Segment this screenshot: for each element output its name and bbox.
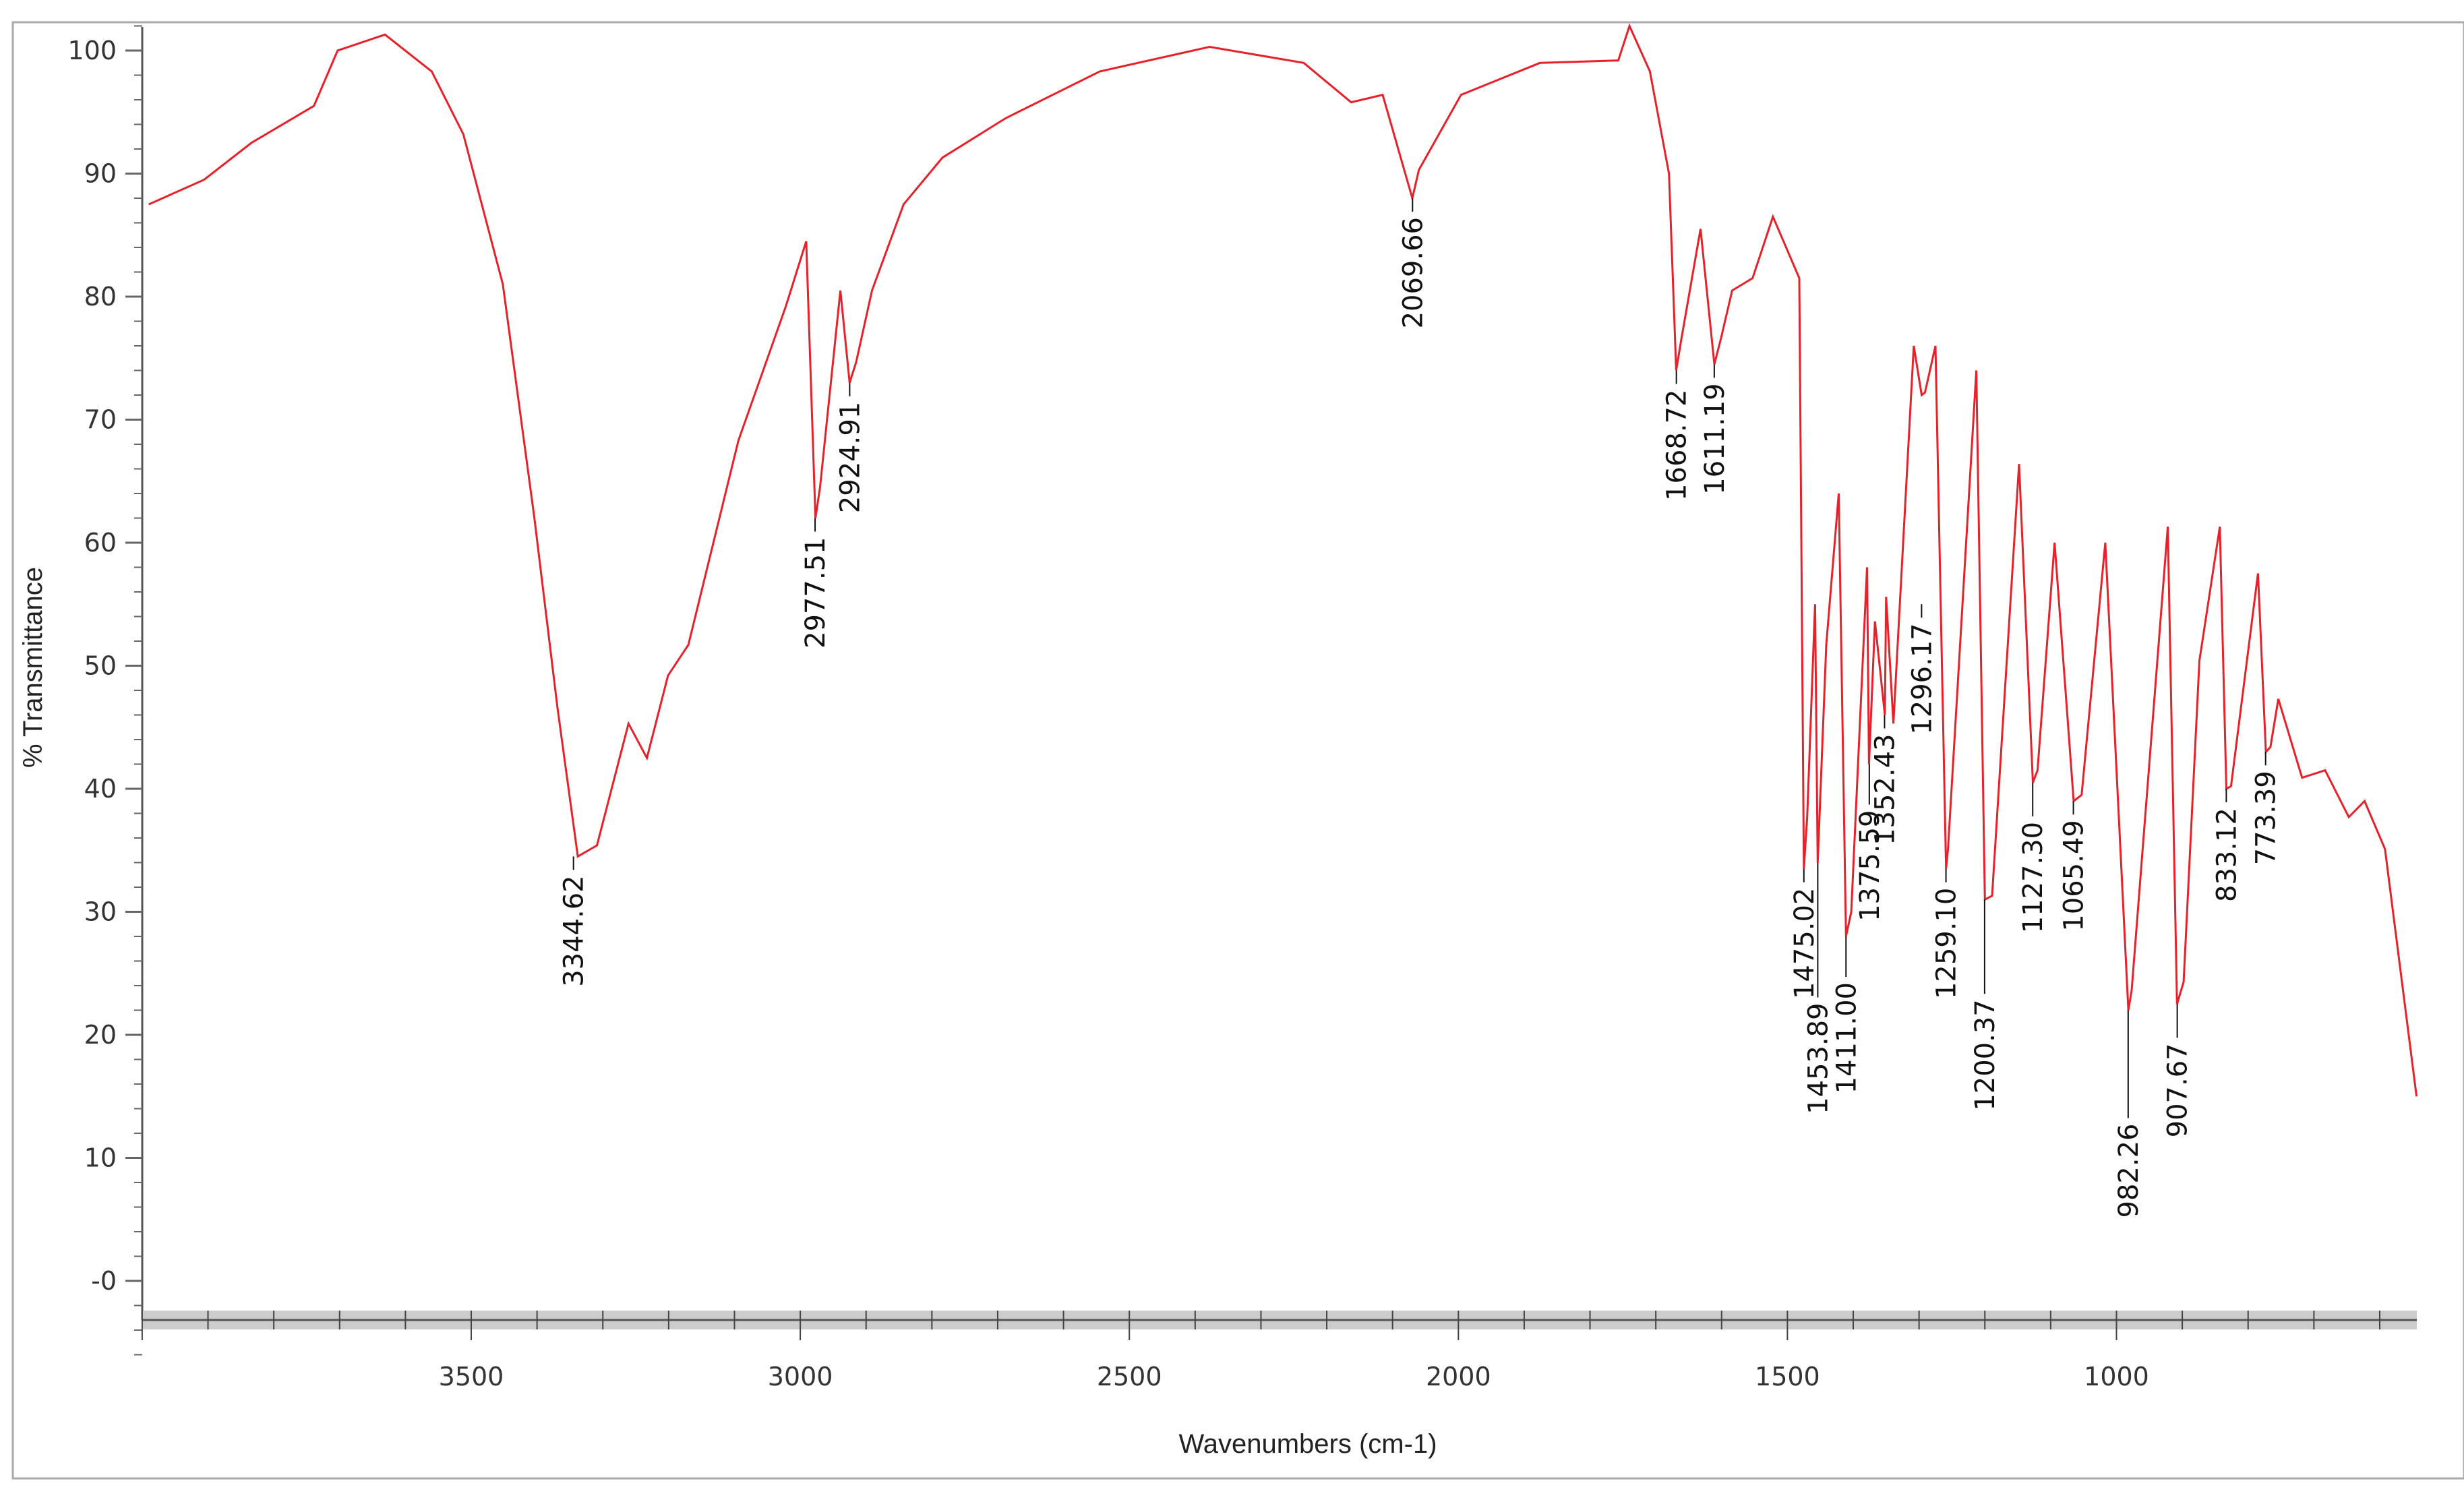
x-tick-label: 1000 [2084, 1362, 2149, 1391]
peak-label: 2977.51 [800, 537, 831, 649]
y-tick-label: 60 [84, 528, 117, 558]
peak-label: 1296.17 [1906, 623, 1937, 734]
x-tick-label: 2000 [1426, 1362, 1491, 1391]
peak-label: 2069.66 [1398, 217, 1429, 328]
x-tick-label: 3000 [768, 1362, 833, 1391]
peak-label: 1668.72 [1662, 390, 1693, 501]
peak-label: 833.12 [2211, 808, 2242, 902]
peak-label: 2924.91 [835, 402, 866, 513]
peak-label: 1127.30 [2018, 822, 2049, 933]
peak-label: 1453.89 [1803, 1003, 1834, 1114]
y-tick-label: 80 [84, 282, 117, 311]
y-tick-label: 20 [84, 1020, 117, 1050]
y-tick-label: 50 [84, 651, 117, 681]
x-tick-label: 2500 [1097, 1362, 1162, 1391]
peak-label: 1411.00 [1831, 982, 1862, 1093]
x-tick-label: 1500 [1755, 1362, 1820, 1391]
y-tick-label: 70 [84, 405, 117, 435]
y-axis-label: % Transmittance [18, 567, 48, 768]
peak-label: 907.67 [2163, 1043, 2194, 1137]
y-tick-label: 100 [67, 36, 117, 65]
peak-label: 3344.62 [559, 875, 590, 986]
peak-label: 1375.59 [1855, 810, 1886, 922]
y-tick-label: 90 [84, 159, 117, 189]
peak-label: 773.39 [2251, 771, 2282, 865]
peak-label: 1352.43 [1869, 734, 1900, 845]
y-axis: 100 90 80 70 60 50 40 30 20 10 -0 [67, 25, 144, 1356]
x-tick-label: 3500 [439, 1362, 504, 1391]
peak-label: 1200.37 [1970, 999, 2001, 1110]
peak-label: 1065.49 [2059, 820, 2090, 931]
y-tick-label: -0 [91, 1266, 117, 1296]
x-axis: 3500 3000 2500 2000 1500 1000 [141, 1311, 2417, 1391]
outer-frame [11, 21, 2464, 1480]
peak-label: 1611.19 [1700, 383, 1731, 494]
y-tick-label: 40 [84, 774, 117, 804]
y-tick-label: 30 [84, 897, 117, 927]
x-axis-label: Wavenumbers (cm-1) [1178, 1429, 1437, 1459]
y-tick-label: 10 [84, 1143, 117, 1173]
peak-label: 1475.02 [1789, 888, 1820, 999]
peak-label: 1259.10 [1931, 888, 1962, 999]
spectrum-line [148, 23, 2418, 1097]
peak-label: 982.26 [2113, 1124, 2144, 1218]
